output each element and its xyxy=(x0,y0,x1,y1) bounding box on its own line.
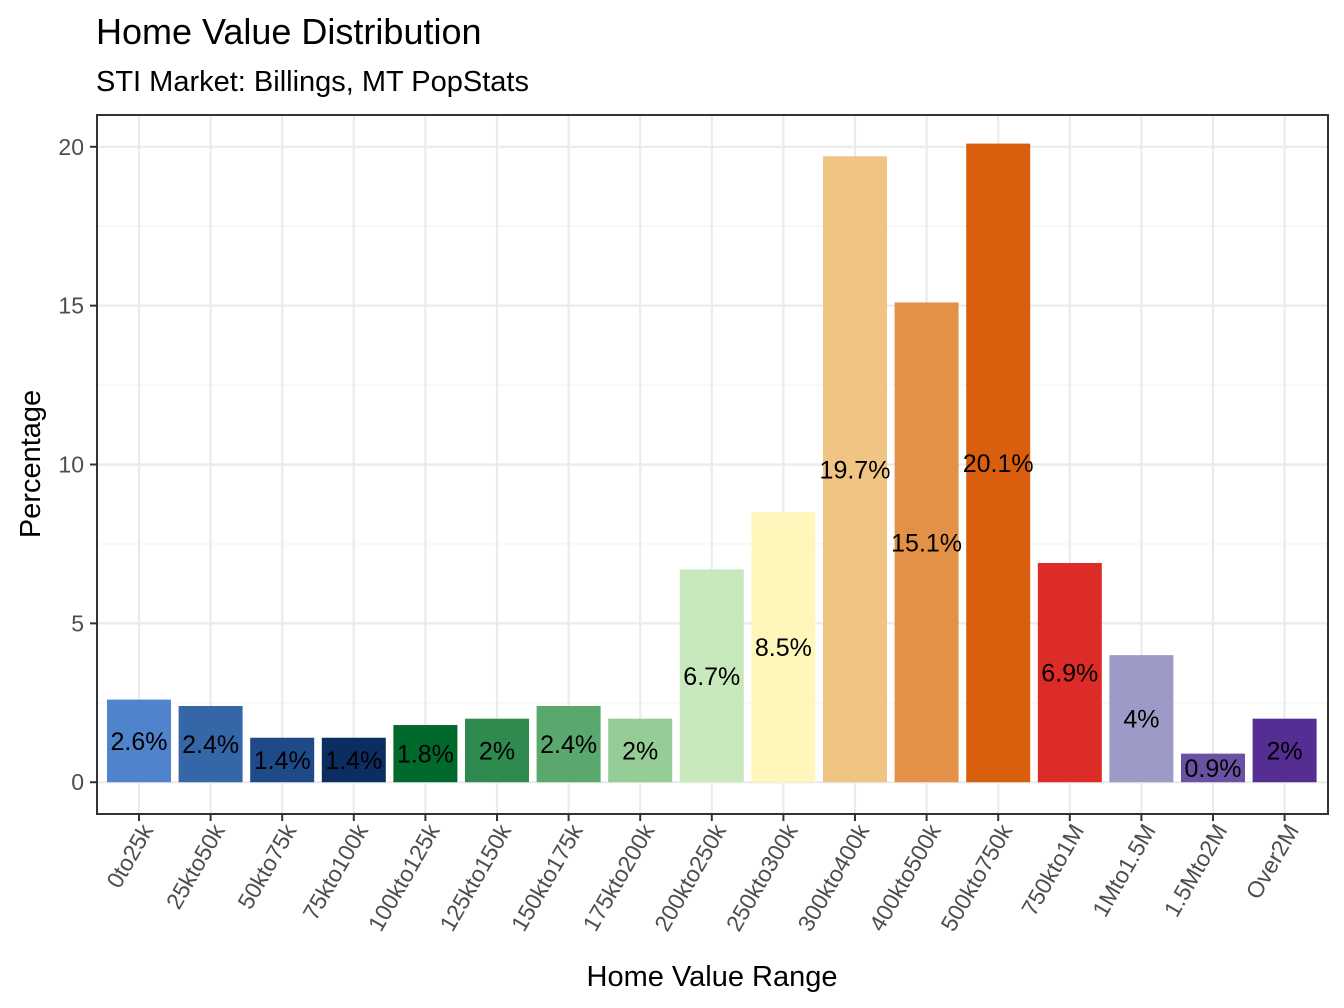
x-tick-label: 1Mto1.5M xyxy=(1087,820,1161,922)
x-axis: 0to25k 25kto50k 50kto75k75kto100k100kto125… xyxy=(101,814,1304,936)
chart-title: Home Value Distribution xyxy=(96,11,482,52)
y-axis-title: Percentage xyxy=(15,390,47,538)
chart-subtitle: STI Market: Billings, MT PopStats xyxy=(96,66,529,98)
data-labels: 2.6% 2.4% 1.4% 1.4% 1.8% 2% 2.4% 2% 6.7% 8.5% 19.7… xyxy=(111,450,1303,783)
y-tick-label: 5 xyxy=(71,610,84,636)
bar-100kto125k xyxy=(393,725,458,783)
data-label-400kto500k: 15.1% xyxy=(891,529,962,557)
bar-150kto175k xyxy=(536,705,601,783)
data-label-500kto750k: 20.1% xyxy=(963,450,1034,478)
bar-1Mto1.5M xyxy=(1109,655,1174,783)
data-label-0to25k: 2.6% xyxy=(111,728,168,756)
y-tick-label: 15 xyxy=(58,293,84,319)
x-tick-label: 25kto50k xyxy=(161,819,230,913)
x-tick-label: 75kto100k xyxy=(297,819,373,924)
bar-50kto75k xyxy=(250,737,315,783)
x-tick-label: 400kto500k xyxy=(864,819,946,935)
x-tick-label: 1.5Mto2M xyxy=(1159,820,1233,922)
x-tick-label: 200kto250k xyxy=(649,819,731,935)
bar-0to25k xyxy=(107,699,171,783)
x-tick-label: 50kto75k xyxy=(232,819,301,913)
data-label-50kto75k: 1.4% xyxy=(254,747,311,775)
x-tick-label: 175kto200k xyxy=(577,819,659,935)
bar-750kto1M xyxy=(1037,562,1102,783)
x-tick-label: 150kto175k xyxy=(506,819,588,935)
x-tick-label: 250kto300k xyxy=(721,819,803,935)
bar-1.5Mto2M xyxy=(1181,753,1245,783)
y-tick-label: 20 xyxy=(58,134,84,160)
bar-25kto50k xyxy=(178,705,243,783)
x-axis-title: Home Value Range xyxy=(587,961,838,993)
data-label-25kto50k: 2.4% xyxy=(182,731,239,759)
bar-75kto100k xyxy=(321,737,386,783)
bar-125kto150k xyxy=(465,718,529,783)
data-label-Over2M: 2% xyxy=(1267,737,1303,765)
data-label-250kto300k: 8.5% xyxy=(755,634,812,662)
data-label-150kto175k: 2.4% xyxy=(540,731,597,759)
x-tick-label: 0to25k xyxy=(101,819,158,892)
x-tick-label: 300kto400k xyxy=(792,819,874,935)
y-axis: 0 5 10 15 20 xyxy=(58,134,97,795)
x-tick-label: 750kto1M xyxy=(1016,820,1089,920)
x-tick-label: 500kto750k xyxy=(935,819,1017,935)
data-label-75kto100k: 1.4% xyxy=(325,747,382,775)
x-tick-label: Over2M xyxy=(1240,820,1303,904)
data-label-175kto200k: 2% xyxy=(622,737,658,765)
bar-Over2M xyxy=(1252,718,1317,783)
y-tick-label: 0 xyxy=(71,769,84,795)
x-tick-label: 100kto125k xyxy=(363,819,445,935)
data-label-125kto150k: 2% xyxy=(479,737,515,765)
bar-400kto500k xyxy=(894,302,959,783)
data-label-200kto250k: 6.7% xyxy=(683,663,740,691)
y-tick-label: 10 xyxy=(58,452,84,478)
bar-300kto400k xyxy=(823,156,887,783)
bar-500kto750k xyxy=(966,143,1031,783)
data-label-750kto1M: 6.9% xyxy=(1041,660,1098,688)
data-label-300kto400k: 19.7% xyxy=(820,456,891,484)
data-label-1.5Mto2M: 0.9% xyxy=(1185,755,1242,783)
x-tick-label: 125kto150k xyxy=(434,819,516,935)
bar-175kto200k xyxy=(608,718,673,783)
data-label-1Mto1.5M: 4% xyxy=(1123,706,1159,734)
bar-200kto250k xyxy=(679,569,744,783)
data-label-100kto125k: 1.8% xyxy=(397,741,454,769)
bar-250kto300k xyxy=(751,512,816,783)
bars xyxy=(107,143,1317,783)
